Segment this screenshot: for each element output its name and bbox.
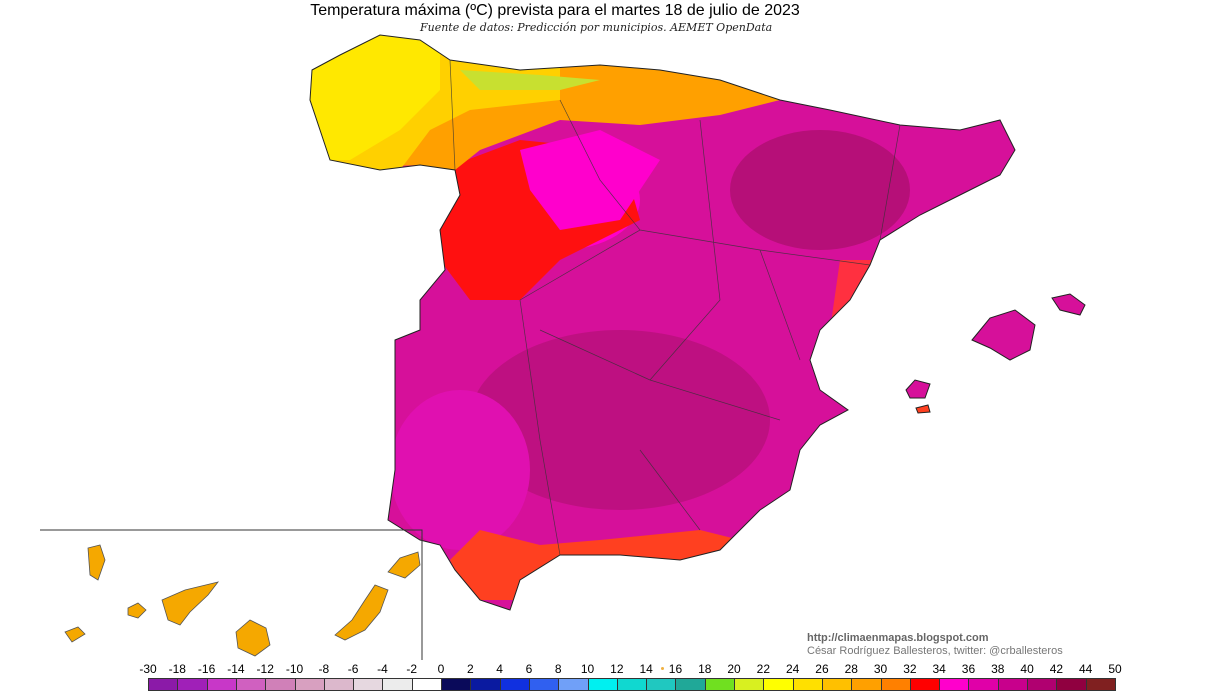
legend-label: 24	[785, 662, 800, 676]
legend-swatch	[148, 678, 179, 691]
legend-swatch	[646, 678, 677, 691]
legend-label: -18	[168, 662, 186, 676]
credits-url[interactable]: http://climaenmapas.blogspot.com	[807, 632, 989, 644]
legend-label: -6	[347, 662, 359, 676]
legend-label: -4	[377, 662, 388, 676]
legend-label: 4	[496, 662, 503, 676]
map-title: Temperatura máxima (ºC) prevista para el…	[310, 2, 800, 19]
legend-swatch	[763, 678, 794, 691]
legend-swatch	[558, 678, 589, 691]
legend-label: -2	[406, 662, 418, 676]
legend-label: 26	[815, 662, 829, 676]
map-subtitle: Fuente de datos: Predicción por municipi…	[420, 21, 773, 34]
legend-swatch	[1027, 678, 1058, 691]
legend-label: 0	[437, 662, 445, 676]
legend-swatch	[909, 678, 941, 691]
legend-swatch	[499, 678, 530, 691]
legend-label: 20	[727, 662, 741, 676]
legend-label: -12	[256, 662, 274, 676]
legend-swatch	[616, 678, 648, 691]
legend-swatch	[177, 678, 208, 691]
legend-swatch	[382, 678, 413, 691]
legend-swatch	[734, 678, 765, 691]
legend-swatch	[294, 678, 325, 691]
legend-label: 36	[961, 662, 976, 676]
legend-swatch	[1056, 678, 1087, 691]
legend-swatch	[821, 678, 853, 691]
legend-label: 32	[903, 662, 917, 676]
legend-label: -16	[197, 662, 216, 676]
legend-swatch	[353, 678, 384, 691]
legend-label: 22	[756, 662, 771, 676]
legend-swatch	[792, 678, 823, 691]
legend-swatch	[880, 678, 911, 691]
temperature-map	[40, 34, 1086, 660]
color-legend: -30 -18 -16 -14 -12 -10 -8 -6 -4 -2 0 2 4 6 8 10 12 14 16 1…	[0, 662, 1230, 691]
legend-swatch	[528, 678, 560, 691]
legend-label: 6	[525, 662, 533, 676]
legend-swatch	[206, 678, 237, 691]
legend-swatch	[587, 678, 618, 691]
legend-swatch	[235, 678, 267, 691]
legend-label: 30	[873, 662, 888, 676]
legend-label: -14	[227, 662, 245, 676]
legend-label: 40	[1020, 662, 1034, 676]
legend-swatch	[470, 678, 501, 691]
legend-label: 28	[844, 662, 858, 676]
legend-swatch	[968, 678, 999, 691]
legend-label: -10	[285, 662, 304, 676]
balearic-islands	[905, 293, 1086, 414]
legend-label: -8	[318, 662, 330, 676]
legend-label: 44	[1079, 662, 1093, 676]
legend-swatch	[704, 678, 736, 691]
legend-swatch	[675, 678, 706, 691]
legend-marker-dot	[661, 667, 664, 670]
legend-label: -30	[139, 662, 157, 676]
legend-swatch	[441, 678, 472, 691]
legend-label: 10	[580, 662, 595, 676]
legend-swatch	[323, 678, 355, 691]
credits-author: César Rodríguez Ballesteros, twitter: @c…	[807, 645, 1063, 657]
legend-label: 14	[639, 662, 653, 676]
legend-label: 12	[610, 662, 624, 676]
legend-label: 38	[991, 662, 1005, 676]
legend-label: 50	[1108, 662, 1122, 676]
legend-label: 8	[554, 662, 562, 676]
canary-islands-inset	[40, 529, 423, 660]
credits: http://climaenmapas.blogspot.com César R…	[807, 632, 1063, 658]
legend-label: 2	[466, 662, 474, 676]
legend-swatch	[939, 678, 970, 691]
legend-swatch	[265, 678, 296, 691]
mainland-spain	[309, 34, 1016, 611]
legend-swatch	[851, 678, 882, 691]
legend-swatch	[1085, 678, 1116, 691]
legend-swatch	[997, 678, 1029, 691]
legend-label: 42	[1049, 662, 1064, 676]
legend-label: 18	[698, 662, 712, 676]
legend-swatch	[411, 678, 443, 691]
legend-label: 16	[668, 662, 683, 676]
legend-label: 34	[932, 662, 946, 676]
